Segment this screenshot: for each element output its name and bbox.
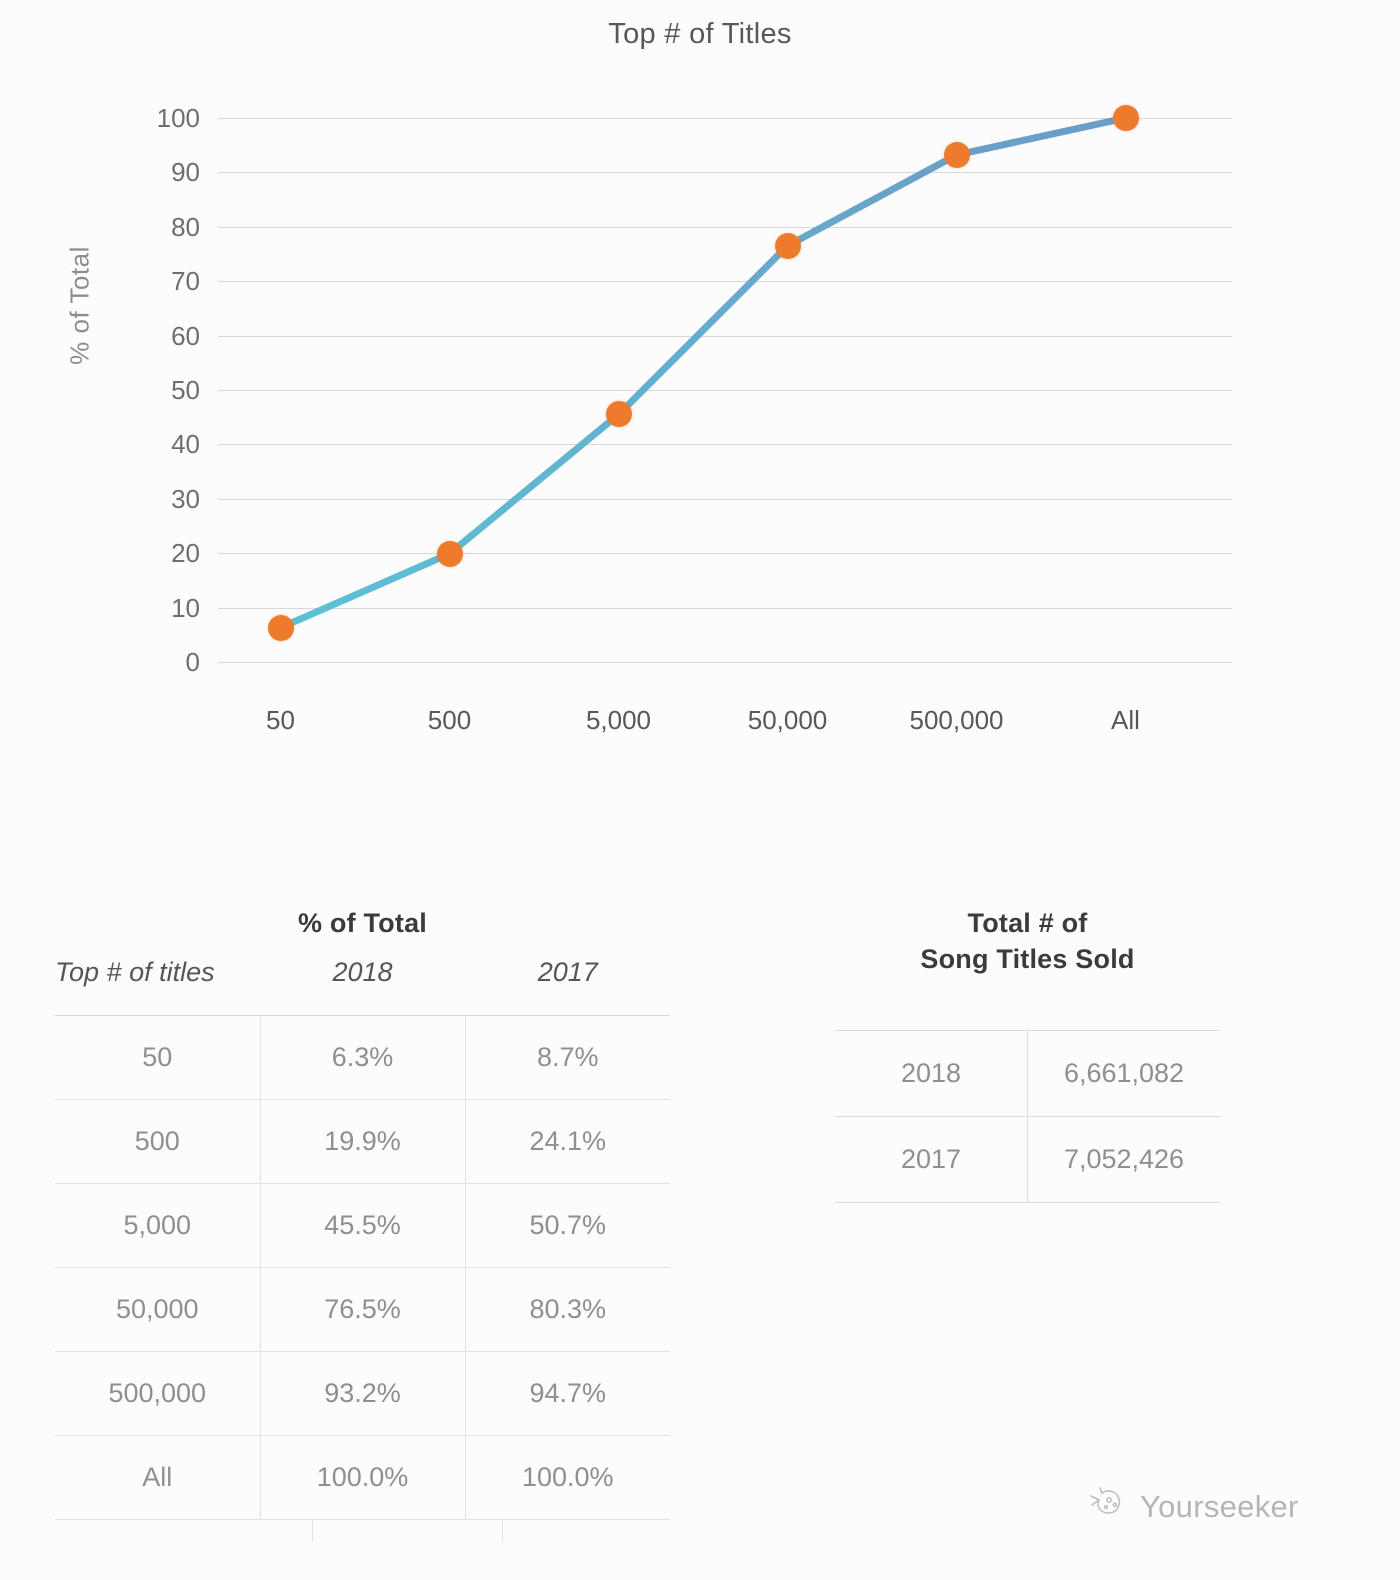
table-cell: 76.5% bbox=[259, 1267, 465, 1353]
table-cell: 500,000 bbox=[55, 1351, 260, 1437]
value-cell: 6,661,082 bbox=[1027, 1029, 1220, 1117]
percent-of-total-table-block: % of Total Top # of titles 2018 2017 50 6… bbox=[55, 905, 670, 1543]
percent-of-total-table: Top # of titles 2018 2017 50 6.3% 8.7% 500 1… bbox=[55, 941, 670, 1521]
y-axis-tick-label: 100 bbox=[156, 103, 200, 133]
total-song-titles-table-block: Total # of Song Titles Sold 2018 6,661,08… bbox=[835, 905, 1220, 1203]
year-cell: 2018 bbox=[835, 1029, 1028, 1117]
y-axis-tick-label: 90 bbox=[171, 157, 200, 188]
table-header-row: Top # of titles 2018 2017 bbox=[55, 941, 670, 1017]
table-cell: 8.7% bbox=[464, 1015, 670, 1101]
value-cell: 7,052,426 bbox=[1027, 1115, 1220, 1203]
right-table-caption: Total # of Song Titles Sold bbox=[835, 905, 1220, 978]
data-point-marker[interactable] bbox=[1112, 105, 1139, 131]
table-cell: 100.0% bbox=[259, 1435, 465, 1521]
gridline bbox=[218, 607, 1232, 609]
table-cell: 93.2% bbox=[259, 1351, 465, 1437]
table-cell: 19.9% bbox=[259, 1099, 465, 1185]
table-cell: 50 bbox=[55, 1015, 260, 1101]
data-point-marker[interactable] bbox=[943, 141, 970, 168]
table-row: All 100.0% 100.0% bbox=[55, 1435, 670, 1521]
left-table-caption: % of Total bbox=[298, 908, 427, 938]
x-axis-tick-label: 50 bbox=[266, 705, 295, 735]
plot-area bbox=[218, 105, 1232, 663]
y-axis-tick-label: 70 bbox=[171, 266, 200, 297]
watermark: Yourseeker bbox=[1088, 1487, 1299, 1526]
table-cell: All bbox=[55, 1435, 260, 1521]
total-song-titles-table: 2018 6,661,082 2017 7,052,426 bbox=[835, 1029, 1220, 1203]
x-axis-tick-label: All bbox=[1111, 705, 1140, 735]
data-point-marker[interactable] bbox=[774, 232, 801, 259]
x-axis-tick-label: 50,000 bbox=[747, 705, 828, 735]
column-header-2018: 2018 bbox=[260, 941, 465, 1017]
table-cell: 5,000 bbox=[55, 1183, 260, 1269]
table-cell: 50.7% bbox=[464, 1183, 670, 1269]
table-cell: 80.3% bbox=[464, 1267, 670, 1353]
gridline bbox=[218, 498, 1232, 500]
y-axis-tick-label: 60 bbox=[171, 320, 200, 351]
x-axis-tick-label: 500,000 bbox=[909, 705, 1004, 735]
year-cell: 2017 bbox=[835, 1115, 1028, 1203]
table-cell: 6.3% bbox=[259, 1015, 465, 1101]
table-cell: 100.0% bbox=[464, 1435, 670, 1521]
gridline bbox=[218, 553, 1232, 555]
table-row: 5,000 45.5% 50.7% bbox=[55, 1183, 670, 1269]
gridline bbox=[218, 390, 1232, 391]
x-axis-tick-label: 5,000 bbox=[585, 705, 652, 735]
series-line bbox=[277, 114, 1129, 632]
gridline bbox=[218, 172, 1232, 174]
gridline bbox=[218, 226, 1232, 228]
table-cell: 45.5% bbox=[259, 1183, 465, 1269]
column-header-top-titles: Top # of titles bbox=[55, 941, 260, 1017]
column-divider-2 bbox=[502, 1520, 504, 1543]
watermark-text: Yourseeker bbox=[1140, 1488, 1299, 1524]
gridline bbox=[218, 444, 1232, 446]
table-row: 50 6.3% 8.7% bbox=[55, 1015, 670, 1101]
yourseeker-logo-icon bbox=[1088, 1487, 1128, 1526]
right-table-body: 2018 6,661,082 2017 7,052,426 bbox=[835, 1029, 1220, 1203]
data-point-marker[interactable] bbox=[436, 540, 463, 567]
table-cell: 24.1% bbox=[464, 1099, 670, 1185]
y-axis-tick-label: 0 bbox=[185, 647, 200, 677]
chart-title: Top # of Titles bbox=[608, 18, 792, 50]
gridline bbox=[218, 335, 1232, 337]
column-divider-1 bbox=[312, 1520, 314, 1543]
table-body: 50 6.3% 8.7% 500 19.9% 24.1% 5,000 45.5% 50.7% 50… bbox=[55, 1015, 670, 1521]
table-row: 2018 6,661,082 bbox=[835, 1029, 1220, 1117]
gridline bbox=[218, 281, 1232, 283]
y-axis-tick-label: 10 bbox=[171, 592, 200, 623]
y-axis-tick-labels: 100 90 80 70 60 50 40 30 20 10 0 bbox=[20, 0, 200, 675]
table-row: 500 19.9% 24.1% bbox=[55, 1099, 670, 1185]
right-table-caption-line2: Song Titles Sold bbox=[920, 944, 1135, 975]
table-header: Top # of titles 2018 2017 bbox=[55, 941, 670, 1017]
y-axis-tick-label: 30 bbox=[171, 483, 200, 514]
x-axis-tick-labels: 50 500 5,000 50,000 500,000 All bbox=[218, 705, 1232, 745]
y-axis-tick-label: 50 bbox=[171, 375, 200, 405]
y-axis-tick-label: 20 bbox=[171, 538, 200, 569]
table-bottom-rules bbox=[55, 1520, 670, 1543]
chart-panel: Top # of Titles % of Total 100 90 80 70 60 50… bbox=[20, 0, 1232, 745]
data-point-marker[interactable] bbox=[267, 614, 294, 641]
data-point-marker[interactable] bbox=[605, 401, 632, 428]
table-cell: 50,000 bbox=[55, 1267, 260, 1353]
y-axis-tick-label: 40 bbox=[171, 429, 200, 460]
x-axis-tick-label: 500 bbox=[427, 705, 472, 735]
right-table-caption-line1: Total # of bbox=[967, 908, 1088, 938]
table-row: 500,000 93.2% 94.7% bbox=[55, 1351, 670, 1437]
table-row: 2017 7,052,426 bbox=[835, 1115, 1220, 1203]
y-axis-tick-label: 80 bbox=[171, 211, 200, 242]
column-header-2017: 2017 bbox=[465, 941, 670, 1017]
gridline bbox=[218, 662, 1232, 663]
table-cell: 94.7% bbox=[464, 1351, 670, 1437]
gridline bbox=[218, 118, 1232, 119]
table-row: 50,000 76.5% 80.3% bbox=[55, 1267, 670, 1353]
table-cell: 500 bbox=[55, 1099, 260, 1185]
